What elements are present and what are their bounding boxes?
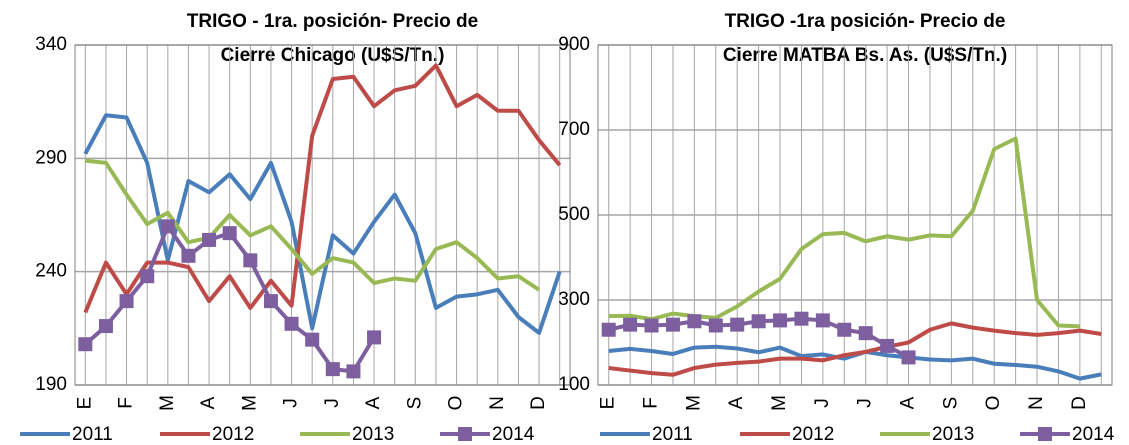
point-marker [858,326,873,341]
x-tick-label: S [940,397,961,410]
point-marker [815,313,830,328]
legend-label: 2011 [652,424,693,445]
series-line [83,63,562,314]
x-tick-label: A [363,396,384,409]
y-tick-label: 190 [35,374,67,395]
x-tick-label: J [855,398,876,408]
point-marker [687,314,702,329]
point-marker [644,318,659,333]
legend-label: 2014 [492,424,535,445]
legend-label: 2012 [792,424,834,445]
y-tick-label: 500 [558,204,590,225]
y-tick-label: 100 [558,374,590,395]
legend-marker [1038,427,1052,441]
point-marker [243,253,258,268]
chart-title: TRIGO -1ra posición- Precio de [725,11,1006,32]
series-line [608,321,1102,377]
point-marker [880,338,895,353]
plot-frame [597,44,1113,386]
x-tick-label: M [157,395,178,411]
x-tick-label: E [74,397,95,410]
x-tick-label: F [641,397,662,409]
point-marker [623,317,638,332]
x-tick-label: N [1026,396,1047,410]
point-marker [98,319,113,334]
y-tick-label: 240 [35,261,67,282]
plot-frame [74,44,571,386]
x-tick-label: A [898,396,919,409]
x-tick-label: A [198,396,219,409]
x-tick-label: J [281,398,302,408]
point-marker [730,317,745,332]
x-tick-label: S [404,397,425,410]
y-tick-label: 340 [35,34,67,55]
point-marker [346,364,361,379]
point-marker [665,317,680,332]
point-marker [263,294,278,309]
x-tick-label: F [116,397,137,409]
x-tick-label: O [983,396,1004,411]
point-marker [160,219,175,234]
x-tick-label: D [1069,396,1090,410]
chart-title: TRIGO - 1ra. posición- Precio de [187,11,478,32]
y-tick-label: 290 [35,147,67,168]
series-line [83,113,562,335]
x-tick-label: E [598,397,619,410]
point-marker [751,314,766,329]
point-marker [140,269,155,284]
point-marker [325,362,340,377]
x-tick-label: M [239,395,260,411]
x-tick-label: M [683,395,704,411]
point-marker [305,332,320,347]
point-marker [222,226,237,241]
y-tick-label: 900 [558,34,590,55]
point-marker [367,330,382,345]
legend-marker [458,427,472,441]
legend-label: 2012 [212,424,254,445]
legend-label: 2013 [352,424,394,445]
point-marker [284,316,299,331]
point-marker [601,322,616,337]
point-marker [181,248,196,263]
legend-label: 2014 [1072,424,1115,445]
legend-label: 2013 [932,424,974,445]
legend-label: 2011 [72,424,113,445]
x-tick-label: J [322,398,343,408]
series-line [85,158,541,292]
point-marker [837,322,852,337]
x-tick-label: O [446,396,467,411]
x-tick-label: N [487,396,508,410]
series-line [608,136,1080,329]
point-marker [119,294,134,309]
point-marker [901,350,916,365]
x-tick-label: D [528,396,549,410]
chart: TRIGO -1ra posición- Precio de Cierre MAT… [558,11,1114,445]
y-tick-label: 300 [558,289,590,310]
x-tick-label: J [812,398,833,408]
chart-title: Cierre MATBA Bs. As. (U$S/Tn.) [723,45,1007,66]
x-tick-label: A [726,396,747,409]
point-marker [708,318,723,333]
x-tick-label: M [769,395,790,411]
point-marker [794,311,809,326]
point-marker [202,232,217,247]
point-marker [78,337,93,352]
point-marker [773,313,788,328]
y-tick-label: 700 [558,119,590,140]
